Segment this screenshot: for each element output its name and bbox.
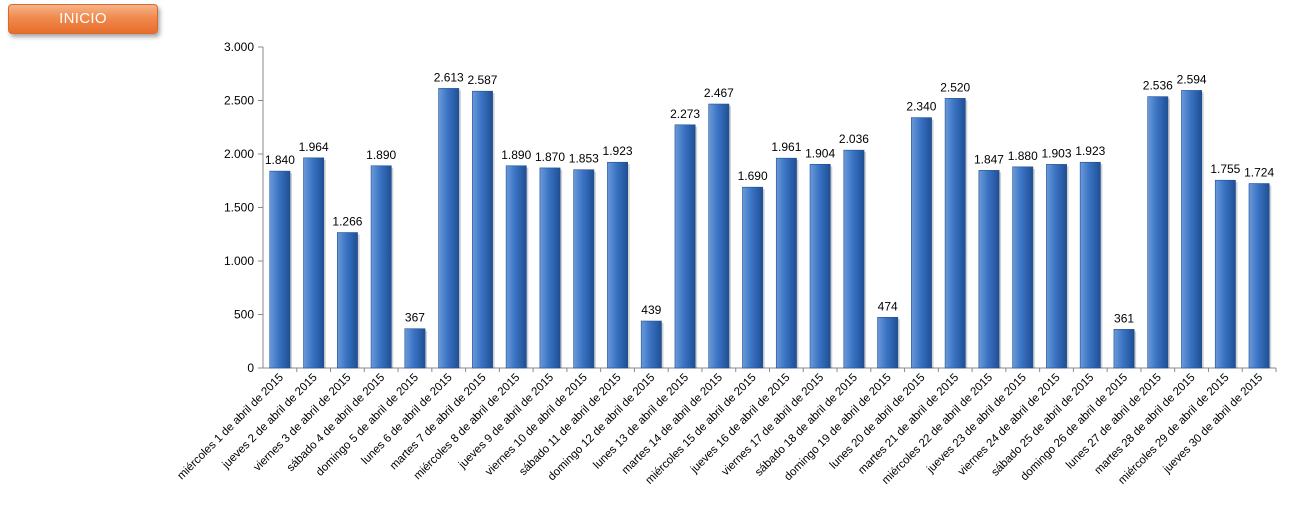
bar <box>1214 179 1236 369</box>
bar <box>1046 164 1067 369</box>
y-tick-label: 2.500 <box>224 94 254 108</box>
bar <box>607 161 628 369</box>
y-tick-label: 3.000 <box>224 40 254 54</box>
data-label: 1.890 <box>366 148 396 162</box>
bar <box>1147 96 1169 369</box>
bar <box>269 170 291 369</box>
chart-bars <box>269 88 1272 369</box>
bar <box>1079 161 1101 369</box>
bar <box>944 98 966 369</box>
data-label: 1.880 <box>1008 149 1038 163</box>
chart-axes: 0 500 1.000 1.500 2.000 2.500 3.000 <box>224 40 1277 375</box>
y-tick-label: 2.000 <box>224 147 254 161</box>
data-label: 1.890 <box>501 148 531 162</box>
data-label: 1.903 <box>1042 146 1072 160</box>
data-label: 1.266 <box>332 215 362 229</box>
bar <box>843 149 865 369</box>
data-label: 2.613 <box>434 70 464 84</box>
bar <box>674 124 696 369</box>
bar <box>472 90 493 369</box>
data-label: 1.755 <box>1210 162 1240 176</box>
bar <box>809 163 831 369</box>
data-label: 2.594 <box>1177 72 1207 86</box>
data-label: 2.036 <box>839 132 869 146</box>
data-label: 1.724 <box>1244 166 1274 180</box>
y-tick-label: 1.000 <box>224 254 254 268</box>
bar <box>539 167 561 369</box>
y-tick-label: 1.500 <box>224 201 254 215</box>
bar <box>708 103 730 369</box>
data-label: 2.340 <box>906 100 936 114</box>
bar <box>303 157 325 369</box>
inicio-button[interactable]: INICIO <box>8 4 158 34</box>
bar <box>1181 90 1203 369</box>
y-tick-label: 0 <box>247 361 254 375</box>
data-label: 1.870 <box>535 150 565 164</box>
bar <box>640 320 662 369</box>
data-label: 361 <box>1114 311 1134 325</box>
y-tick-label: 500 <box>234 308 254 322</box>
bar <box>404 328 426 369</box>
data-label: 2.587 <box>467 73 497 87</box>
data-label: 1.904 <box>805 146 835 160</box>
data-label: 1.690 <box>738 169 768 183</box>
data-label: 1.923 <box>1075 144 1105 158</box>
bar <box>505 165 527 369</box>
data-label: 1.840 <box>265 153 295 167</box>
bar <box>877 316 899 369</box>
data-label: 1.853 <box>569 152 599 166</box>
data-label: 2.273 <box>670 107 700 121</box>
bar <box>978 170 1000 369</box>
data-label: 2.520 <box>940 80 970 94</box>
bar <box>573 169 595 369</box>
bar <box>911 117 932 369</box>
data-label: 1.961 <box>771 140 801 154</box>
bar <box>775 157 797 369</box>
bar <box>370 165 392 369</box>
bar <box>1012 166 1034 369</box>
data-label: 439 <box>641 303 661 317</box>
data-label: 474 <box>878 299 898 313</box>
bar <box>1248 183 1270 369</box>
data-label: 1.847 <box>974 152 1004 166</box>
data-label: 1.923 <box>603 144 633 158</box>
data-label: 2.467 <box>704 86 734 100</box>
bar <box>336 232 358 369</box>
bar <box>1113 329 1135 369</box>
bar <box>438 88 460 369</box>
data-label: 2.536 <box>1143 79 1173 93</box>
data-label: 1.964 <box>299 140 329 154</box>
data-label: 367 <box>405 311 425 325</box>
bar <box>742 186 764 369</box>
